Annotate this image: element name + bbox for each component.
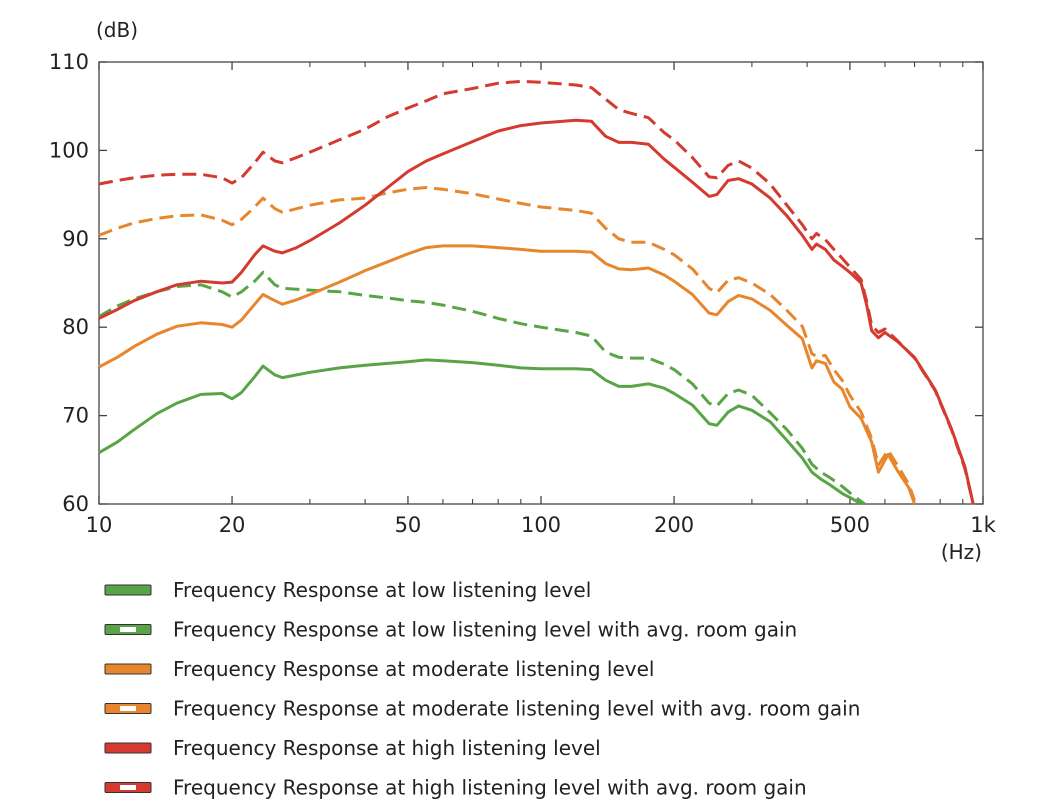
legend-label: Frequency Response at low listening leve… [173, 578, 591, 602]
x-tick-label: 10 [86, 513, 113, 537]
legend-swatch-gap [120, 706, 136, 711]
y-tick-label: 100 [49, 138, 89, 162]
y-axis: 60 70 80 90 100 110 [49, 50, 983, 516]
x-tick-label: 500 [830, 513, 870, 537]
legend-label: Frequency Response at low listening leve… [173, 618, 797, 642]
series-line-4 [98, 186, 916, 501]
legend-label: Frequency Response at high listening lev… [173, 736, 601, 760]
legend-item: Frequency Response at high listening lev… [104, 736, 601, 760]
legend-swatch [104, 742, 152, 754]
legend-item: Frequency Response at low listening leve… [104, 578, 591, 602]
x-tick-label: 50 [395, 513, 422, 537]
series-line-1 [98, 358, 862, 506]
x-tick-label: 100 [521, 513, 561, 537]
legend-item: Frequency Response at low listening leve… [104, 618, 797, 642]
legend-item: Frequency Response at high listening lev… [104, 776, 807, 800]
legend-label: Frequency Response at high listening lev… [173, 776, 807, 800]
legend: Frequency Response at low listening leve… [104, 578, 860, 800]
y-tick-label: 60 [62, 492, 89, 516]
series-line-3 [98, 244, 916, 505]
legend-swatch [104, 584, 152, 596]
legend-item: Frequency Response at moderate listening… [104, 657, 654, 681]
y-tick-label: 80 [62, 315, 89, 339]
legend-swatch [104, 663, 152, 675]
legend-swatch-gap [120, 627, 136, 632]
y-tick-label: 90 [62, 227, 89, 251]
y-tick-label: 70 [62, 404, 89, 428]
x-tick-label: 1k [970, 513, 996, 537]
legend-item: Frequency Response at moderate listening… [104, 697, 860, 721]
series-line-2 [98, 270, 866, 506]
y-axis-unit-label: (dB) [96, 18, 138, 42]
x-axis: 10 20 50 100 200 500 1k [86, 62, 997, 537]
legend-label: Frequency Response at moderate listening… [173, 697, 860, 721]
x-axis-unit-label: (Hz) [941, 540, 982, 564]
series-line-6 [98, 79, 975, 505]
series-line-5 [98, 118, 975, 505]
series-layer [98, 79, 975, 506]
x-tick-label: 200 [654, 513, 694, 537]
legend-swatch-gap [120, 785, 136, 790]
legend-label: Frequency Response at moderate listening… [173, 657, 654, 681]
x-tick-label: 20 [219, 513, 246, 537]
y-tick-label: 110 [49, 50, 89, 74]
